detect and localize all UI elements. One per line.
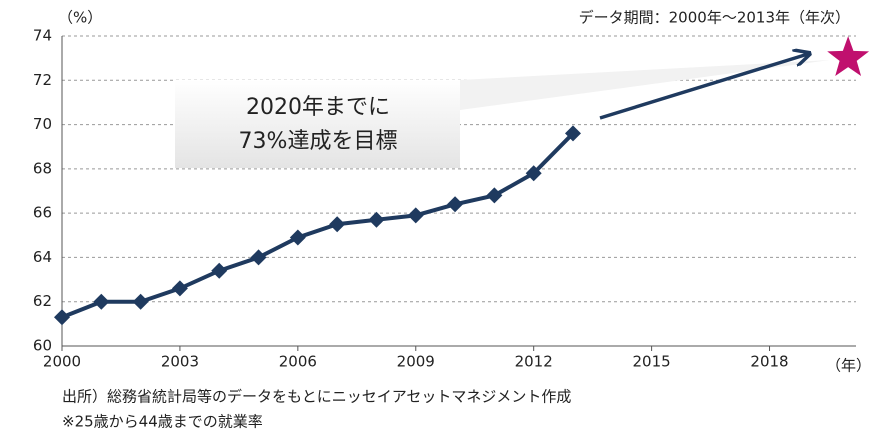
annotation-line: 2020年までに	[246, 95, 390, 120]
x-tick-label: 2000	[43, 353, 81, 371]
x-tick-label: 2009	[397, 353, 435, 371]
y-tick-label: 62	[33, 292, 52, 310]
marker	[93, 293, 110, 310]
annotation-box	[175, 80, 460, 168]
marker	[407, 207, 424, 224]
annotation-line: 73%達成を目標	[239, 129, 398, 154]
marker	[368, 211, 385, 228]
marker	[211, 262, 228, 279]
x-tick-label: 2015	[633, 353, 671, 371]
x-tick-label: 2018	[750, 353, 788, 371]
callout-tail	[460, 60, 830, 110]
footnote: 出所）総務省統計局等のデータをもとにニッセイアセットマネジメント作成	[62, 388, 571, 406]
x-unit: （年）	[826, 357, 871, 375]
marker	[54, 309, 70, 326]
y-tick-label: 70	[33, 115, 52, 133]
y-unit: （%）	[58, 9, 102, 27]
x-tick-label: 2012	[515, 353, 553, 371]
target-star	[827, 36, 870, 76]
y-tick-label: 68	[33, 159, 52, 177]
marker	[525, 165, 542, 182]
arrow	[599, 54, 808, 120]
x-tick-label: 2003	[161, 353, 199, 371]
y-tick-label: 60	[33, 337, 52, 355]
note: データ期間：2000年～2013年（年次）	[579, 9, 850, 27]
marker	[447, 196, 464, 213]
marker	[289, 229, 306, 246]
y-tick-label: 74	[33, 27, 52, 45]
marker	[329, 216, 346, 233]
marker	[564, 125, 581, 142]
marker	[486, 187, 503, 204]
series-line	[61, 132, 575, 320]
x-tick-label: 2006	[279, 353, 317, 371]
y-tick-label: 64	[33, 248, 52, 266]
marker	[171, 280, 188, 297]
footnote: ※25歳から44歳までの就業率	[62, 413, 263, 431]
y-tick-label: 72	[33, 71, 52, 89]
marker	[250, 249, 267, 266]
y-tick-label: 66	[33, 204, 52, 222]
marker	[132, 293, 149, 310]
